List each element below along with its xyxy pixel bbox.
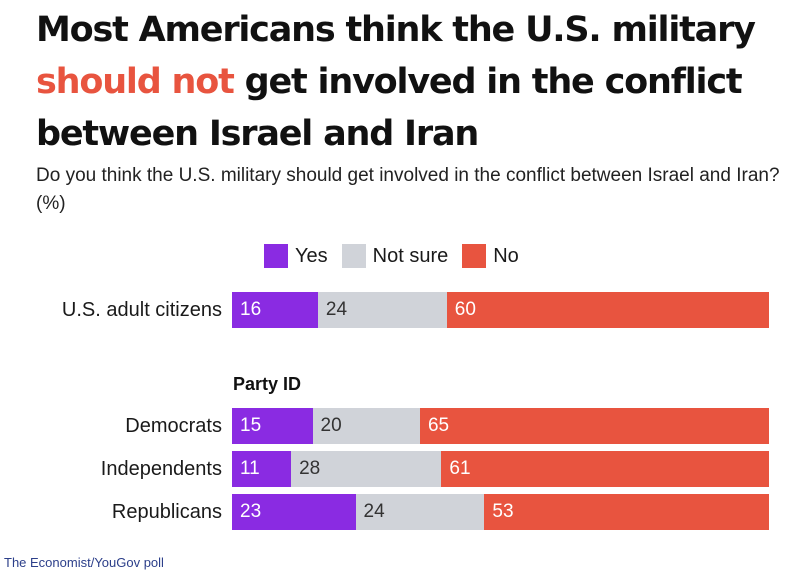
data-label-yes-u-s-adult-citizens: 16: [240, 299, 262, 320]
chart-legend: Yes Not sure No: [264, 243, 533, 269]
data-label-yes-independents: 11: [240, 458, 260, 479]
legend-swatch-not-sure: [341, 244, 366, 268]
data-label-yes-democrats: 15: [240, 415, 262, 436]
bar-segment-no-independents: 61: [441, 451, 769, 487]
legend-swatch-no: [462, 244, 487, 268]
bar-independents: 11 28 61: [232, 451, 769, 487]
legend-item-yes: Yes: [264, 244, 328, 268]
chart-subtitle: Do you think the U.S. military should ge…: [36, 165, 780, 214]
data-label-not-sure-republicans: 24: [363, 501, 385, 522]
data-label-not-sure-democrats: 20: [320, 415, 342, 436]
title-highlight: should not: [36, 62, 235, 102]
bar-u-s-adult-citizens: 16 24 60: [232, 292, 769, 328]
bar-segment-yes-republicans: 23: [232, 494, 356, 530]
legend-swatch-yes: [264, 244, 288, 268]
bar-segment-not-sure-u-s-adult-citizens: 24: [317, 292, 447, 328]
bar-segment-yes-democrats: 15: [232, 408, 313, 444]
bar-republicans: 23 24 53: [232, 494, 769, 530]
data-label-yes-republicans: 23: [240, 501, 262, 522]
data-label-not-sure-independents: 28: [299, 458, 321, 479]
bar-segment-yes-u-s-adult-citizens: 16: [232, 292, 318, 328]
data-label-not-sure-u-s-adult-citizens: 24: [325, 299, 348, 320]
legend-label-no: No: [493, 244, 519, 267]
bar-segment-no-democrats: 65: [419, 408, 769, 444]
chart-title: Most Americans think the U.S. military s…: [36, 4, 786, 160]
bar-segment-not-sure-democrats: 20: [312, 408, 420, 444]
legend-item-not-sure: Not sure: [341, 244, 449, 268]
bar-segment-no-republicans: 53: [484, 494, 769, 530]
bar-segment-not-sure-republicans: 24: [355, 494, 485, 530]
legend-label-yes: Yes: [295, 244, 328, 267]
bar-segment-yes-independents: 11: [232, 451, 292, 487]
bar-segment-not-sure-independents: 28: [291, 451, 442, 487]
title-text-before: Most Americans think the U.S. military: [36, 10, 756, 50]
group-label-party-id: Party ID: [233, 374, 302, 394]
bar-segment-no-u-s-adult-citizens: 60: [446, 292, 769, 328]
legend-label-not-sure: Not sure: [372, 244, 449, 267]
source-credit: The Economist/YouGov poll: [4, 555, 164, 570]
bar-democrats: 15 20 65: [232, 408, 769, 444]
data-label-no-republicans: 53: [492, 501, 514, 522]
row-label-independents: Independents: [100, 458, 222, 480]
row-label-u-s-adult-citizens: U.S. adult citizens: [61, 299, 222, 321]
row-label-democrats: Democrats: [125, 415, 222, 437]
data-label-no-democrats: 65: [427, 415, 450, 436]
title-text-after: get involved in the conflict between Isr…: [36, 62, 743, 154]
row-label-republicans: Republicans: [111, 501, 222, 523]
legend-item-no: No: [462, 244, 519, 268]
data-label-no-u-s-adult-citizens: 60: [454, 299, 476, 320]
data-label-no-independents: 61: [449, 458, 471, 479]
